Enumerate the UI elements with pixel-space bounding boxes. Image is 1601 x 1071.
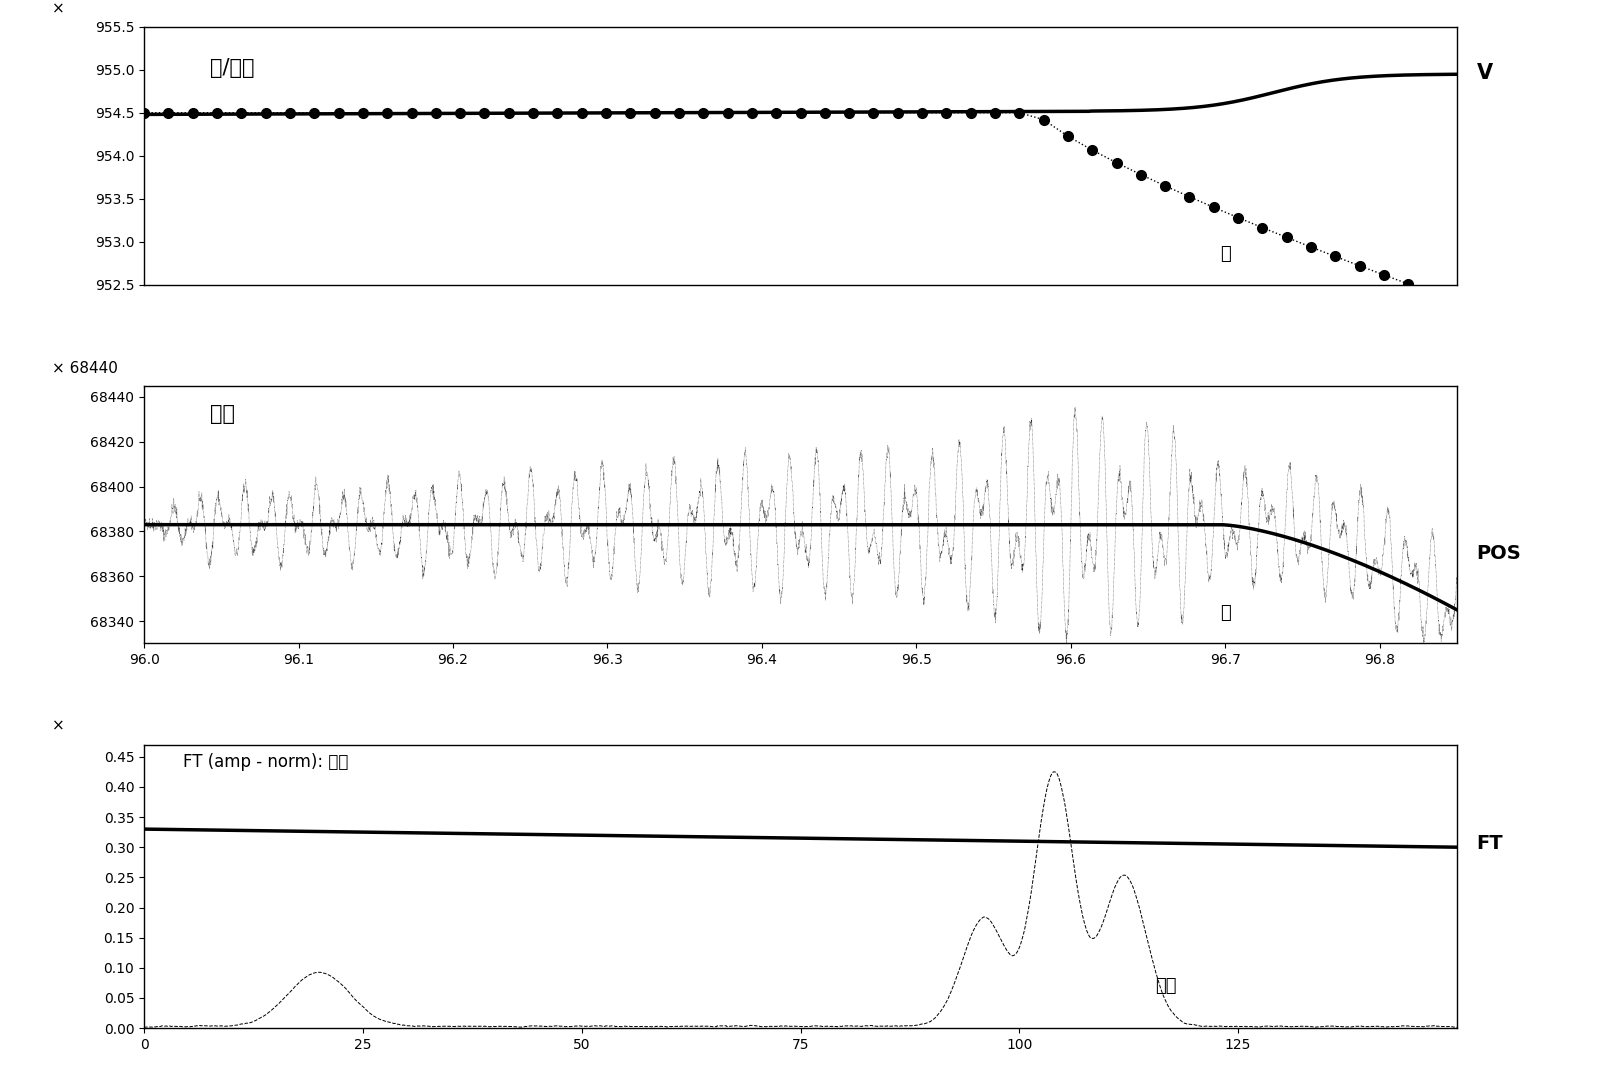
- Text: FT (amp - norm): 微米: FT (amp - norm): 微米: [184, 753, 349, 771]
- Text: POS: POS: [1476, 544, 1521, 562]
- Text: 秒: 秒: [1220, 245, 1231, 262]
- Text: 赫兹: 赫兹: [1154, 978, 1177, 995]
- Text: × 68440: × 68440: [53, 361, 118, 376]
- Text: ×: ×: [53, 2, 66, 17]
- Text: ×: ×: [53, 719, 66, 734]
- Text: 米/分钟: 米/分钟: [210, 58, 255, 78]
- Text: V: V: [1476, 63, 1492, 84]
- Text: FT: FT: [1476, 834, 1503, 854]
- Text: 微米: 微米: [210, 404, 235, 424]
- Text: 秒: 秒: [1220, 604, 1231, 621]
